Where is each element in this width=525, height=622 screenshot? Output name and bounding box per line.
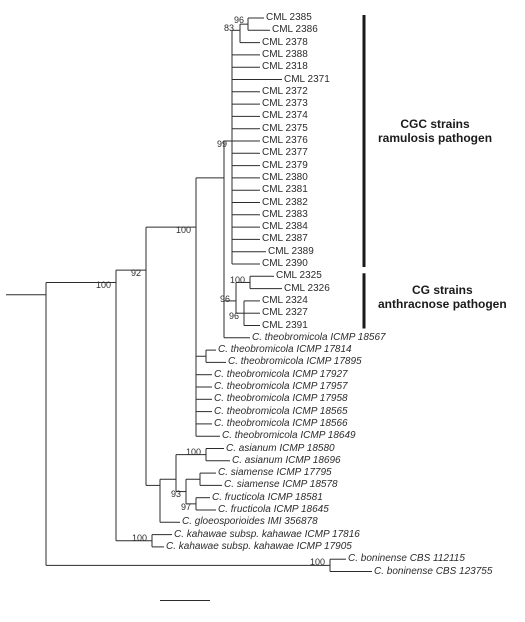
tip-label: C. theobromicola ICMP 18565: [214, 407, 348, 417]
tip-label: C. asianum ICMP 18696: [232, 456, 341, 466]
tip-label: CML 2318: [262, 62, 308, 72]
tip-label: CML 2386: [272, 25, 318, 35]
tip-label: C. theobromicola ICMP 18566: [214, 419, 348, 429]
tip-label: CML 2383: [262, 210, 308, 220]
tip-label: C. fructicola ICMP 18581: [212, 493, 323, 503]
tip-label: CML 2380: [262, 173, 308, 183]
tip-label: CML 2379: [262, 161, 308, 171]
tip-label: CML 2371: [284, 75, 330, 85]
tip-label: CML 2387: [262, 234, 308, 244]
tip-label: CML 2325: [276, 271, 322, 281]
bootstrap-value: 100: [310, 557, 325, 567]
group-label-line: anthracnose pathogen: [378, 297, 507, 311]
tip-label: CML 2324: [262, 296, 308, 306]
bootstrap-value: 100: [176, 225, 191, 235]
tip-label: C. boninense CBS 112115: [348, 554, 465, 564]
tip-label: CML 2326: [284, 284, 330, 294]
tip-label: CML 2389: [268, 247, 314, 257]
phylogenetic-tree-figure: CML 2385 CML 2386 CML 2378 CML 2388 CML 2318…: [0, 0, 525, 622]
tip-label: CML 2382: [262, 198, 308, 208]
tip-label: C. siamense ICMP 18578: [224, 480, 338, 490]
tip-label: CML 2376: [262, 136, 308, 146]
tip-label: C. theobromicola ICMP 18649: [222, 431, 356, 441]
group-label: CGC strainsramulosis pathogen: [378, 117, 492, 146]
tip-label: CML 2385: [266, 13, 312, 23]
tip-label: C. asianum ICMP 18580: [226, 444, 335, 454]
bootstrap-value: 93: [171, 489, 181, 499]
bootstrap-value: 92: [131, 268, 141, 278]
group-label-line: CGC strains: [378, 117, 492, 131]
tip-label: C. siamense ICMP 17795: [218, 468, 332, 478]
tip-label: CML 2327: [262, 308, 308, 318]
bootstrap-value: 100: [132, 533, 147, 543]
scale-bar: [160, 600, 210, 601]
group-label-line: CG strains: [378, 283, 507, 297]
tip-label: C. theobromicola ICMP 18567: [252, 333, 386, 343]
tip-label: C. theobromicola ICMP 17957: [214, 382, 348, 392]
tip-label: C. kahawae subsp. kahawae ICMP 17816: [174, 530, 360, 540]
tip-label: CML 2378: [262, 38, 308, 48]
bootstrap-value: 97: [181, 502, 191, 512]
bootstrap-value: 100: [186, 447, 201, 457]
group-label-line: ramulosis pathogen: [378, 131, 492, 145]
bootstrap-value: 96: [229, 311, 239, 321]
tip-label: C. theobromicola ICMP 17958: [214, 394, 348, 404]
tip-label: CML 2374: [262, 111, 308, 121]
tip-label: C. fructicola ICMP 18645: [218, 505, 329, 515]
bootstrap-value: 100: [96, 280, 111, 290]
tip-label: C. theobromicola ICMP 17895: [228, 357, 362, 367]
tip-label: CML 2372: [262, 87, 308, 97]
bootstrap-value: 100: [230, 275, 245, 285]
tip-label: CML 2390: [262, 259, 308, 269]
tip-label: CML 2384: [262, 222, 308, 232]
bootstrap-value: 96: [220, 294, 230, 304]
tip-label: C. kahawae subsp. kahawae ICMP 17905: [166, 542, 352, 552]
tip-label: C. boninense CBS 123755: [374, 567, 492, 577]
tip-label: CML 2373: [262, 99, 308, 109]
tip-label: CML 2381: [262, 185, 308, 195]
tip-label: CML 2388: [262, 50, 308, 60]
group-label: CG strainsanthracnose pathogen: [378, 283, 507, 312]
tip-label: CML 2377: [262, 148, 308, 158]
bootstrap-value: 99: [217, 139, 227, 149]
tip-label: C. theobromicola ICMP 17814: [218, 345, 352, 355]
tip-label: C. theobromicola ICMP 17927: [214, 370, 348, 380]
bootstrap-value: 83: [224, 23, 234, 33]
tip-label: CML 2391: [262, 321, 308, 331]
bootstrap-value: 96: [234, 15, 244, 25]
tip-label: C. gloeosporioides IMI 356878: [182, 517, 318, 527]
tip-label: CML 2375: [262, 124, 308, 134]
